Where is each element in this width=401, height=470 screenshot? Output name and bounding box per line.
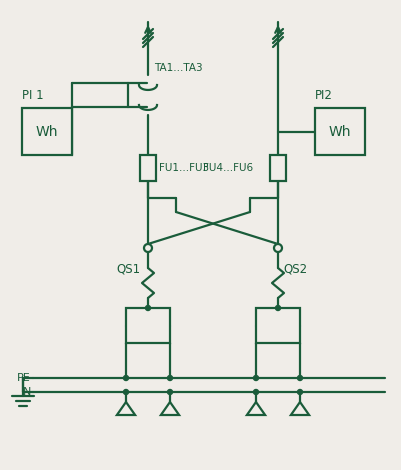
Text: N: N	[22, 387, 31, 397]
Text: QS1: QS1	[116, 262, 140, 275]
Bar	[270, 155, 286, 181]
Circle shape	[144, 244, 152, 252]
Bar	[315, 108, 365, 155]
Text: PI2: PI2	[315, 89, 333, 102]
Text: PE: PE	[17, 373, 31, 383]
Circle shape	[253, 390, 259, 394]
Circle shape	[298, 376, 302, 381]
Circle shape	[274, 244, 282, 252]
Bar	[256, 308, 300, 343]
Circle shape	[168, 376, 172, 381]
Bar	[140, 155, 156, 181]
Text: FU1...FU3: FU1...FU3	[159, 163, 209, 173]
Bar	[22, 108, 72, 155]
Text: FU4...FU6: FU4...FU6	[203, 163, 253, 173]
Circle shape	[146, 306, 150, 311]
Circle shape	[124, 376, 128, 381]
Text: PI 1: PI 1	[22, 89, 44, 102]
Text: QS2: QS2	[283, 262, 307, 275]
Circle shape	[275, 306, 281, 311]
Text: Wh: Wh	[36, 125, 58, 139]
Circle shape	[298, 390, 302, 394]
Text: TA1...TA3: TA1...TA3	[154, 63, 203, 73]
Circle shape	[124, 390, 128, 394]
Bar	[126, 308, 170, 343]
Text: Wh: Wh	[329, 125, 351, 139]
Circle shape	[253, 376, 259, 381]
Circle shape	[168, 390, 172, 394]
